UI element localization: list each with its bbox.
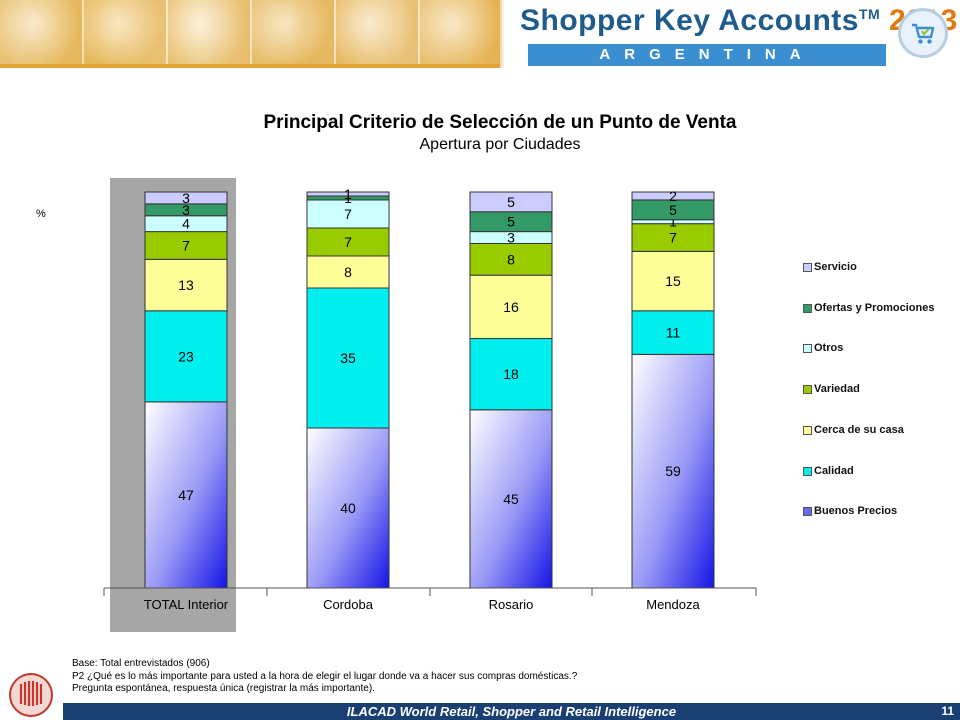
data-label: 7 bbox=[182, 237, 190, 253]
data-label: 8 bbox=[344, 264, 352, 280]
bar-segment bbox=[144, 191, 228, 205]
photo-tile bbox=[84, 0, 168, 68]
category-tick-label: Mendoza bbox=[646, 597, 700, 612]
bar-segment bbox=[144, 310, 228, 403]
data-label: 45 bbox=[503, 491, 519, 507]
footer-text: ILACAD World Retail, Shopper and Retail … bbox=[346, 704, 677, 719]
y-axis-unit-label: % bbox=[36, 208, 46, 220]
country-label: ARGENTINA bbox=[599, 46, 815, 63]
bar-segment bbox=[306, 191, 390, 197]
legend-swatch bbox=[803, 466, 812, 476]
data-label: 59 bbox=[665, 463, 681, 479]
data-label: 5 bbox=[669, 202, 677, 218]
bar-segment bbox=[469, 242, 553, 276]
category-tick-label: Rosario bbox=[489, 597, 534, 612]
photo-tile bbox=[336, 0, 420, 68]
data-label: 5 bbox=[507, 214, 515, 230]
bar-segment bbox=[469, 338, 553, 411]
data-label: 7 bbox=[669, 230, 677, 246]
data-label: 3 bbox=[507, 230, 515, 246]
bar-segment bbox=[469, 409, 553, 589]
legend-label: Otros bbox=[814, 342, 844, 355]
data-label: 11 bbox=[666, 325, 681, 341]
category-tick-label: Cordoba bbox=[323, 597, 374, 612]
photo-tile bbox=[168, 0, 252, 68]
legend-swatch bbox=[803, 425, 812, 435]
data-label: 3 bbox=[182, 190, 190, 206]
data-label: 8 bbox=[507, 251, 515, 267]
header-photo-banner bbox=[0, 0, 504, 68]
footnote: Base: Total entrevistados (906) P2 ¿Qué … bbox=[72, 658, 577, 696]
footnote-base: Base: Total entrevistados (906) bbox=[72, 658, 210, 669]
data-label: 35 bbox=[340, 350, 356, 366]
ilacad-seal-icon bbox=[9, 673, 53, 717]
legend-label: Calidad bbox=[814, 464, 854, 477]
legend-label: Buenos Precios bbox=[814, 505, 898, 518]
data-label: 47 bbox=[178, 487, 194, 503]
category-tick-label: TOTAL Interior bbox=[144, 597, 229, 612]
photo-tile bbox=[0, 0, 84, 68]
data-label: 15 bbox=[665, 273, 681, 289]
legend-swatch bbox=[803, 263, 812, 272]
data-label: 3 bbox=[182, 202, 190, 218]
footer-bar: ILACAD World Retail, Shopper and Retail … bbox=[63, 703, 960, 720]
bar-segment bbox=[306, 427, 390, 589]
bar-segment bbox=[631, 191, 715, 201]
photo-tile bbox=[420, 0, 504, 68]
chart-title: Principal Criterio de Selección de un Pu… bbox=[263, 112, 737, 133]
header-divider bbox=[0, 64, 500, 68]
bar-segment bbox=[306, 287, 390, 429]
legend-swatch bbox=[803, 507, 812, 517]
bar-segment bbox=[144, 231, 228, 260]
bar-segment bbox=[306, 255, 390, 289]
chart-subtitle: Apertura por Ciudades bbox=[419, 136, 581, 153]
data-label: 5 bbox=[507, 194, 515, 210]
bar-segment bbox=[469, 191, 553, 213]
bar-segment bbox=[306, 199, 390, 229]
data-label: 4 bbox=[182, 216, 190, 232]
data-label: 1 bbox=[669, 214, 677, 230]
legend-label: Variedad bbox=[814, 383, 860, 396]
data-label: 2 bbox=[669, 188, 677, 204]
data-label: 23 bbox=[178, 348, 194, 364]
footnote-instructions: Pregunta espontánea, respuesta única (re… bbox=[72, 683, 375, 694]
legend-label: Ofertas y Promociones bbox=[814, 301, 935, 314]
country-banner: ARGENTINA bbox=[528, 44, 886, 66]
bar-segment bbox=[306, 227, 390, 257]
legend-swatch bbox=[803, 344, 812, 354]
data-label: 7 bbox=[344, 206, 352, 222]
bar-segment bbox=[631, 310, 715, 355]
shopping-cart-icon bbox=[898, 8, 948, 58]
page-number: 11 bbox=[941, 704, 954, 718]
bar-segment bbox=[144, 401, 228, 589]
legend-label: Cerca de su casa bbox=[814, 423, 904, 436]
bar-segment bbox=[144, 258, 228, 312]
data-label: 1 bbox=[344, 190, 352, 206]
trademark: TM bbox=[858, 6, 881, 22]
footnote-question: P2 ¿Qué es lo más importante para usted … bbox=[72, 670, 578, 682]
legend-swatch bbox=[803, 385, 812, 395]
photo-tile bbox=[252, 0, 336, 68]
legend-label: Servicio bbox=[814, 261, 857, 273]
data-label: 7 bbox=[344, 234, 352, 250]
brand-name: Shopper Key Accounts bbox=[520, 4, 859, 37]
data-label: 40 bbox=[340, 500, 356, 516]
bar-segment bbox=[469, 274, 553, 340]
legend-swatch bbox=[803, 303, 812, 313]
data-label: 1 bbox=[344, 186, 352, 202]
data-label: 16 bbox=[503, 299, 519, 315]
data-label: 13 bbox=[178, 277, 194, 293]
data-label: 18 bbox=[503, 366, 519, 382]
